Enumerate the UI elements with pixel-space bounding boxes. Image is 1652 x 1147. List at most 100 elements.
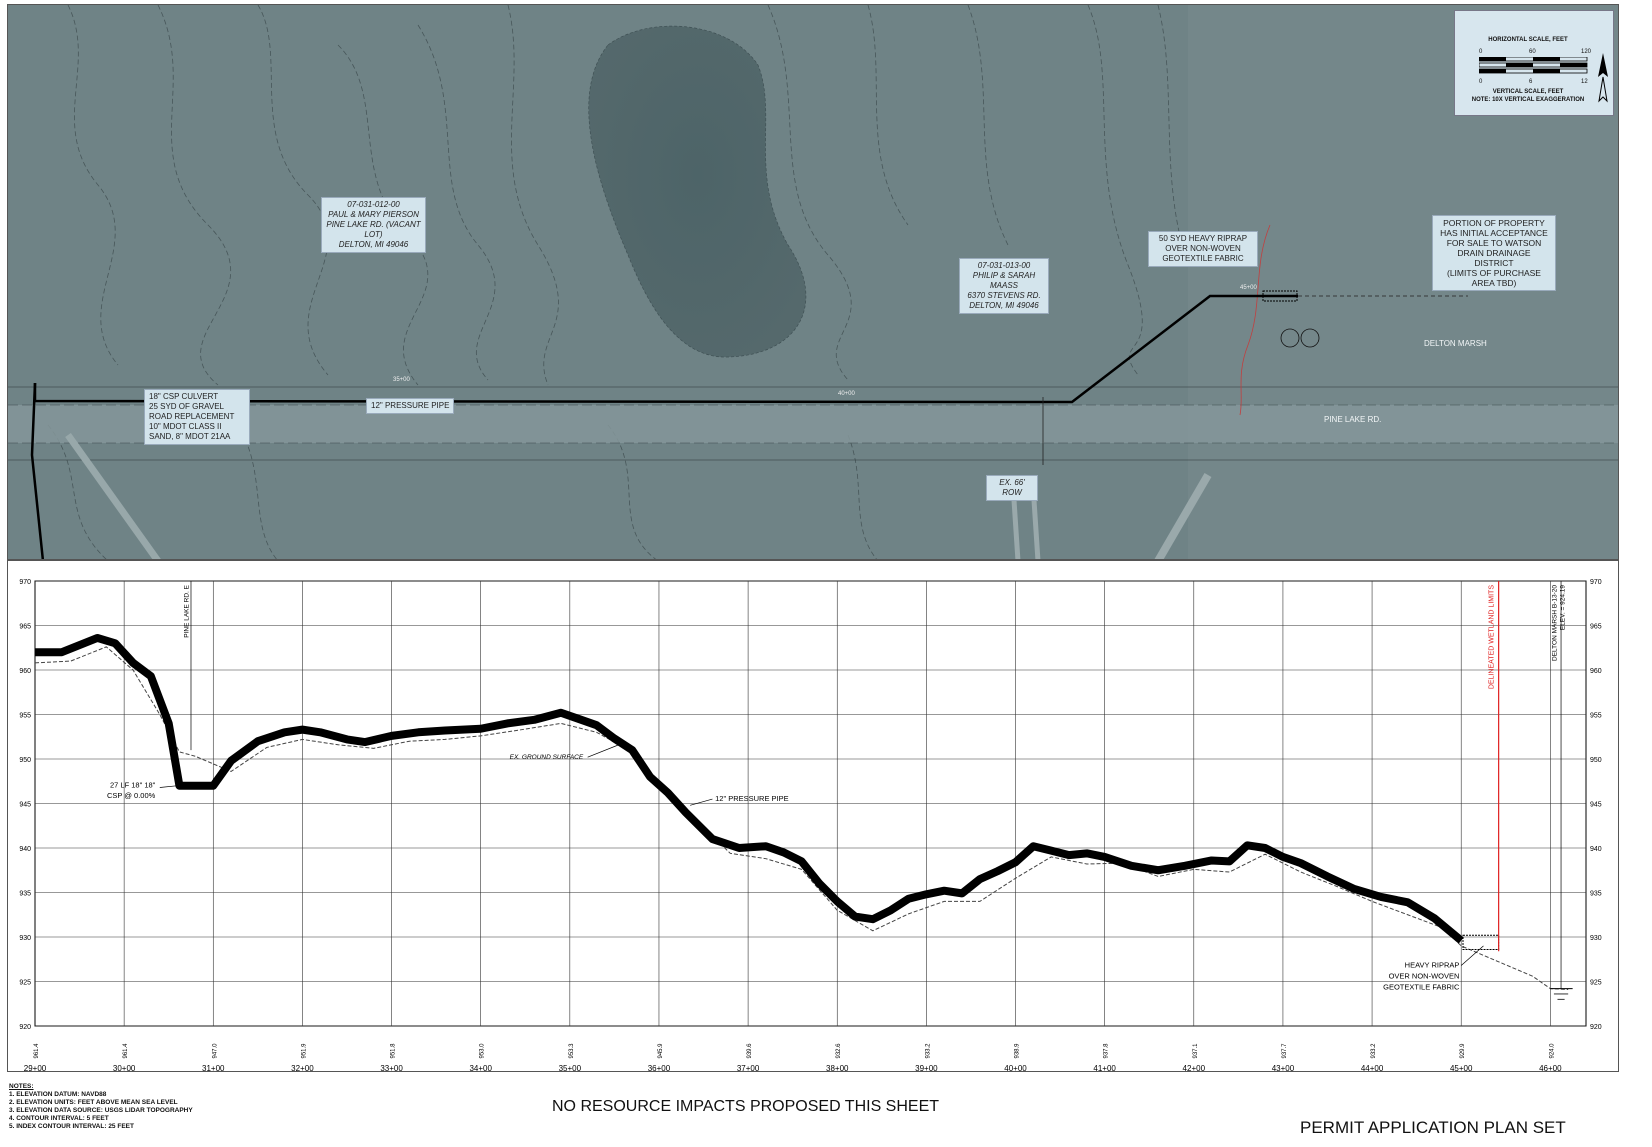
callout-line: GEOTEXTILE FABRIC — [1162, 254, 1244, 263]
y-tick-label-right: 945 — [1590, 802, 1602, 809]
parcel-owner: PHILIP & SARAH MAASS — [972, 271, 1036, 290]
notes-block: NOTES: 1. ELEVATION DATUM: NAVD88 2. ELE… — [9, 1083, 193, 1131]
station-elevation-label: 929.9 — [1460, 1043, 1466, 1059]
station-elevation-label: 937.1 — [1193, 1043, 1199, 1059]
horizontal-scale-label: HORIZONTAL SCALE, FEET — [1488, 37, 1568, 43]
pipe-label: 12" PRESSURE PIPE — [715, 794, 789, 803]
delton-marsh-label: DELTON MARSH — [1424, 339, 1487, 348]
y-tick-label-left: 925 — [19, 980, 31, 987]
callout-line: (LIMITS OF PURCHASE — [1447, 268, 1541, 278]
property-callout: PORTION OF PROPERTY HAS INITIAL ACCEPTAN… — [1432, 215, 1556, 291]
station-elevation-label: 947.0 — [212, 1043, 218, 1059]
y-tick-label-right: 960 — [1590, 668, 1602, 675]
station-elevation-label: 932.6 — [836, 1043, 842, 1059]
riprap-callout: 50 SYD HEAVY RIPRAP OVER NON-WOVEN GEOTE… — [1148, 231, 1258, 267]
scale-bars — [1479, 57, 1588, 74]
x-tick-label: 32+00 — [291, 1064, 314, 1073]
aerial-map — [8, 5, 1618, 559]
x-tick-label: 44+00 — [1361, 1064, 1384, 1073]
station-elevation-label: 961.4 — [123, 1043, 129, 1059]
callout-line: DRAIN DRAINAGE DISTRICT — [1457, 248, 1531, 268]
y-tick-label-right: 925 — [1590, 980, 1602, 987]
road-crossing-label: PINE LAKE RD. E — [183, 584, 190, 637]
y-tick-label-left: 945 — [19, 802, 31, 809]
pine-lake-rd-label: PINE LAKE RD. — [1324, 415, 1382, 424]
riprap-leader — [1460, 945, 1484, 966]
callout-line: 18" CSP CULVERT — [149, 392, 219, 401]
vertical-scale-label: VERTICAL SCALE, FEET — [1492, 89, 1564, 95]
parcel-id: 07-031-013-00 — [977, 261, 1031, 270]
station-elevation-label: 953.0 — [480, 1043, 486, 1059]
wetland-limit-label: DELINEATED WETLAND LIMITS — [1488, 585, 1495, 689]
callout-line: HAS INITIAL ACCEPTANCE — [1440, 228, 1548, 238]
parcel-id: 07-031-012-00 — [347, 200, 400, 209]
y-tick-label-right: 950 — [1590, 757, 1602, 764]
profile-view: 29+00 961.4 30+00 961.4 31+00 947.0 32+00 951.9… — [7, 560, 1619, 1087]
scale-legend: HORIZONTAL SCALE, FEET 0 60 120 0 6 12 V… — [1454, 10, 1614, 116]
y-tick-label-right: 955 — [1590, 713, 1602, 720]
y-tick-label-left: 970 — [19, 579, 31, 586]
pressure-pipe-label: 12" PRESSURE PIPE — [366, 398, 455, 414]
parcel-address: PINE LAKE RD. (VACANT LOT) — [326, 220, 421, 239]
y-tick-label-right: 935 — [1590, 891, 1602, 898]
parcel-address: 6370 STEVENS RD. — [967, 291, 1041, 300]
marsh-label: DELTON MARSH B-13-20 — [1552, 585, 1559, 661]
y-tick-label-left: 965 — [19, 624, 31, 631]
parcel-callout-maass: 07-031-013-00 PHILIP & SARAH MAASS 6370 … — [959, 258, 1049, 314]
culvert-leader — [159, 785, 178, 788]
y-tick-label-right: 970 — [1590, 579, 1602, 586]
station-40-label: 40+00 — [838, 391, 855, 397]
scale-tick: 120 — [1581, 49, 1592, 55]
riprap-label: GEOTEXTILE FABRIC — [1383, 982, 1460, 991]
y-tick-label-left: 930 — [19, 935, 31, 942]
y-tick-label-right: 930 — [1590, 935, 1602, 942]
culvert-annotation: 27 LF 18" 18" — [110, 780, 156, 789]
callout-line: 25 SYD OF GRAVEL — [149, 402, 224, 411]
station-elevation-label: 933.2 — [1371, 1043, 1377, 1059]
y-tick-label-right: 965 — [1590, 624, 1602, 631]
parcel-city: DELTON, MI 49046 — [338, 240, 409, 249]
parcel-owner: PAUL & MARY PIERSON — [328, 210, 419, 219]
callout-line: PORTION OF PROPERTY — [1443, 218, 1545, 228]
culvert-callout: 18" CSP CULVERT 25 SYD OF GRAVEL ROAD RE… — [144, 389, 250, 445]
station-elevation-label: 951.9 — [301, 1043, 307, 1059]
north-arrow-icon — [1598, 53, 1608, 103]
scale-tick: 6 — [1529, 79, 1533, 85]
ground-leader — [587, 744, 619, 758]
note-line: 5. INDEX CONTOUR INTERVAL: 25 FEET — [9, 1123, 134, 1130]
x-tick-label: 41+00 — [1093, 1064, 1116, 1073]
y-tick-label-right: 920 — [1590, 1024, 1602, 1031]
x-tick-label: 38+00 — [826, 1064, 849, 1073]
x-tick-label: 37+00 — [737, 1064, 760, 1073]
y-tick-label-left: 935 — [19, 891, 31, 898]
x-tick-label: 33+00 — [380, 1064, 403, 1073]
y-tick-label-left: 960 — [19, 668, 31, 675]
profile-chart: 29+00 961.4 30+00 961.4 31+00 947.0 32+00 951.9… — [19, 579, 1602, 1087]
scale-tick: 0 — [1479, 49, 1483, 55]
plan-view: 07-031-012-00 PAUL & MARY PIERSON PINE L… — [7, 4, 1619, 560]
callout-line: 10" MDOT CLASS II — [149, 422, 222, 431]
scale-tick: 0 — [1479, 79, 1483, 85]
note-line: 2. ELEVATION UNITS: FEET ABOVE MEAN SEA … — [9, 1099, 178, 1106]
riprap-label: HEAVY RIPRAP — [1405, 960, 1460, 969]
notes-heading: NOTES: — [9, 1083, 34, 1090]
pressure-pipe-line — [35, 633, 1464, 944]
culvert-annotation: CSP @ 0.00% — [107, 791, 156, 800]
x-tick-label: 35+00 — [559, 1064, 582, 1073]
x-tick-label: 31+00 — [202, 1064, 225, 1073]
station-elevation-label: 937.8 — [1104, 1043, 1110, 1059]
station-elevation-label: 939.6 — [747, 1043, 753, 1059]
x-tick-label: 40+00 — [1004, 1064, 1027, 1073]
station-elevation-label: 938.9 — [1015, 1043, 1021, 1059]
note-line: 4. CONTOUR INTERVAL: 5 FEET — [9, 1115, 109, 1122]
riprap-label: OVER NON-WOVEN — [1389, 971, 1460, 980]
x-tick-label: 45+00 — [1450, 1064, 1473, 1073]
impacts-statement: NO RESOURCE IMPACTS PROPOSED THIS SHEET — [552, 1098, 940, 1115]
callout-line: SAND, 8" MDOT 21AA — [149, 432, 231, 441]
note-line: 3. ELEVATION DATA SOURCE: USGS LIDAR TOP… — [9, 1107, 193, 1114]
ground-surface-line — [34, 646, 1569, 991]
station-elevation-label: 933.2 — [925, 1043, 931, 1059]
parcel-city: DELTON, MI 49046 — [969, 301, 1039, 310]
callout-line: OVER NON-WOVEN — [1165, 244, 1241, 253]
y-tick-label-left: 955 — [19, 713, 31, 720]
